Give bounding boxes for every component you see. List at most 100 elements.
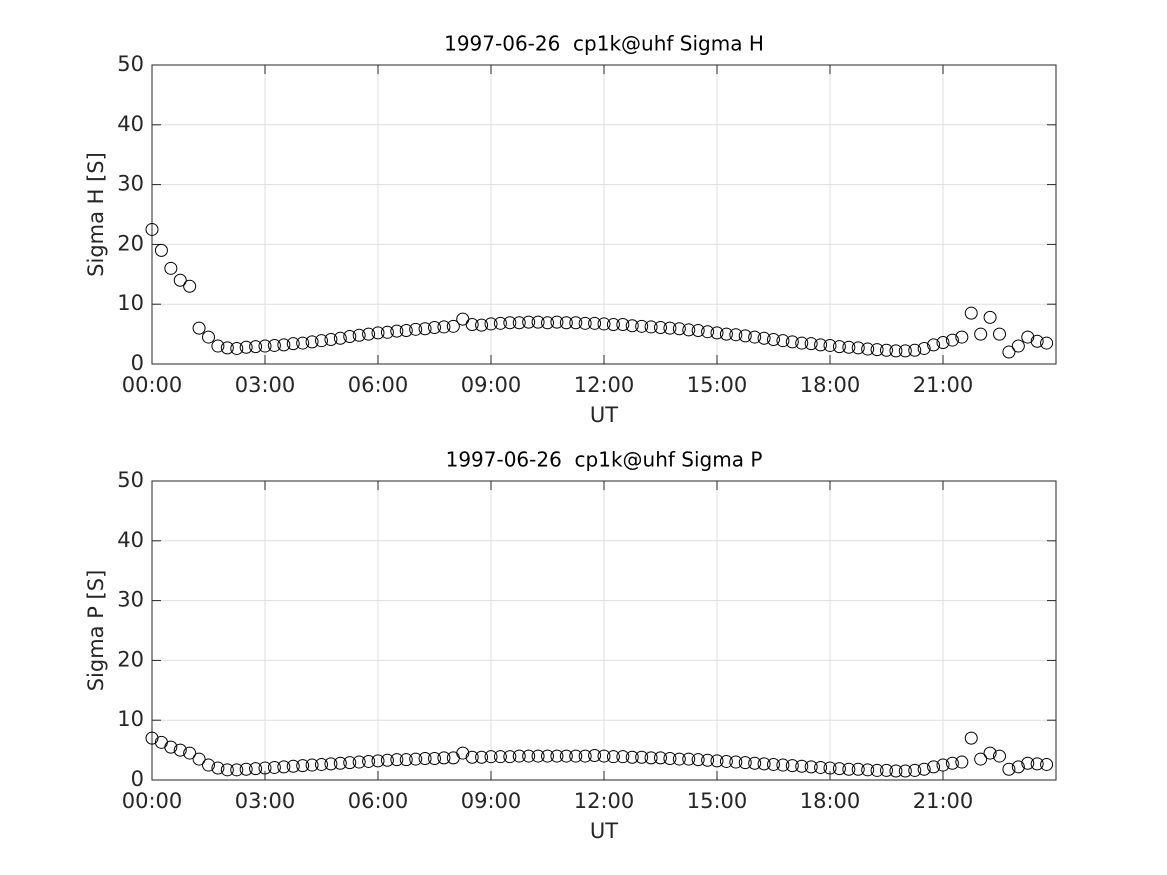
x-tick-label: 00:00 <box>122 373 183 397</box>
data-point <box>993 327 1006 341</box>
data-point <box>795 336 809 350</box>
data-point <box>211 761 225 775</box>
data-point <box>1011 760 1025 774</box>
y-tick-label: 50 <box>117 52 144 76</box>
data-point <box>531 749 545 763</box>
data-point <box>851 341 865 355</box>
data-point <box>597 317 611 331</box>
y-axis-label: Sigma H [S] <box>84 152 108 277</box>
data-point <box>945 756 959 770</box>
data-point <box>202 330 215 344</box>
chart-title: 1997-06-26 cp1k@uhf Sigma P <box>446 448 763 472</box>
x-tick-label: 21:00 <box>913 373 974 397</box>
data-point <box>832 762 846 776</box>
data-point <box>493 750 507 764</box>
data-point <box>343 756 357 770</box>
data-point <box>691 324 705 338</box>
data-point <box>616 750 630 764</box>
data-point <box>870 763 884 777</box>
data-point <box>475 318 489 332</box>
data-point <box>164 740 178 754</box>
data-point <box>672 322 686 336</box>
y-tick-label: 40 <box>117 528 144 552</box>
data-point <box>390 753 404 767</box>
data-point <box>776 334 790 348</box>
data-point <box>776 758 790 772</box>
data-point <box>183 279 197 293</box>
data-point <box>898 344 912 358</box>
data-point <box>1011 339 1025 353</box>
data-point <box>352 755 366 769</box>
data-point <box>173 273 187 287</box>
data-point <box>390 324 404 338</box>
data-point <box>324 332 338 346</box>
data-point <box>823 338 837 352</box>
chart-title: 1997-06-26 cp1k@uhf Sigma H <box>444 32 764 56</box>
data-point <box>409 322 423 336</box>
data-point <box>343 329 357 343</box>
data-point <box>644 751 658 765</box>
data-point <box>588 748 602 762</box>
data-point <box>842 762 856 776</box>
data-point <box>908 763 922 777</box>
x-tick-label: 18:00 <box>800 789 861 813</box>
data-point <box>503 316 517 330</box>
data-point <box>654 321 667 335</box>
data-point <box>757 757 771 771</box>
data-point <box>192 321 206 335</box>
data-point <box>559 316 573 330</box>
data-point <box>823 761 837 775</box>
subplot: 0 10 20 30 40 50 00:00 03:00 06:00 09:00 12:00 15:0… <box>84 32 1057 427</box>
data-point <box>729 755 743 769</box>
axes-box <box>151 480 1057 781</box>
x-tick-label: 06:00 <box>348 373 409 397</box>
data-point <box>173 743 187 757</box>
data-point <box>927 338 941 352</box>
data-point <box>955 330 969 344</box>
data-point <box>757 331 771 345</box>
data-point <box>211 339 225 353</box>
x-tick-label: 15:00 <box>687 789 748 813</box>
data-point <box>974 327 988 341</box>
y-tick-label: 10 <box>117 291 144 315</box>
data-point <box>578 316 592 330</box>
x-axis-label: UT <box>590 819 618 843</box>
data-point <box>258 339 272 353</box>
data-point <box>380 753 394 767</box>
data-point <box>512 316 526 330</box>
data-point <box>785 759 799 773</box>
data-point <box>239 762 253 776</box>
data-point <box>399 324 413 338</box>
data-point <box>861 763 875 777</box>
data-point <box>352 328 366 342</box>
y-tick-label: 30 <box>117 588 144 612</box>
data-point <box>512 749 526 763</box>
subplot: 0 10 20 30 40 50 00:00 03:00 06:00 09:00 12:00 15:0… <box>84 448 1057 843</box>
data-point <box>569 749 583 763</box>
data-point <box>804 337 818 351</box>
data-point <box>767 332 780 346</box>
data-point <box>220 341 234 355</box>
data-point <box>644 320 658 334</box>
y-tick-label: 10 <box>117 707 144 731</box>
data-point <box>682 323 696 337</box>
data-point <box>399 753 413 767</box>
data-point <box>880 343 893 357</box>
data-point <box>625 750 639 764</box>
y-tick-label: 20 <box>117 231 144 255</box>
data-point <box>286 759 300 773</box>
x-axis-label: UT <box>590 403 618 427</box>
data-point <box>983 746 997 760</box>
data-point <box>616 318 630 332</box>
data-point <box>898 764 912 778</box>
data-point <box>964 306 978 320</box>
data-point <box>804 760 818 774</box>
data-point <box>296 336 310 350</box>
data-point <box>333 756 347 770</box>
data-point <box>362 754 376 768</box>
x-tick-label: 06:00 <box>348 789 409 813</box>
data-point <box>541 316 554 330</box>
data-point <box>315 334 328 348</box>
data-point <box>484 750 498 764</box>
data-point <box>1002 345 1016 359</box>
